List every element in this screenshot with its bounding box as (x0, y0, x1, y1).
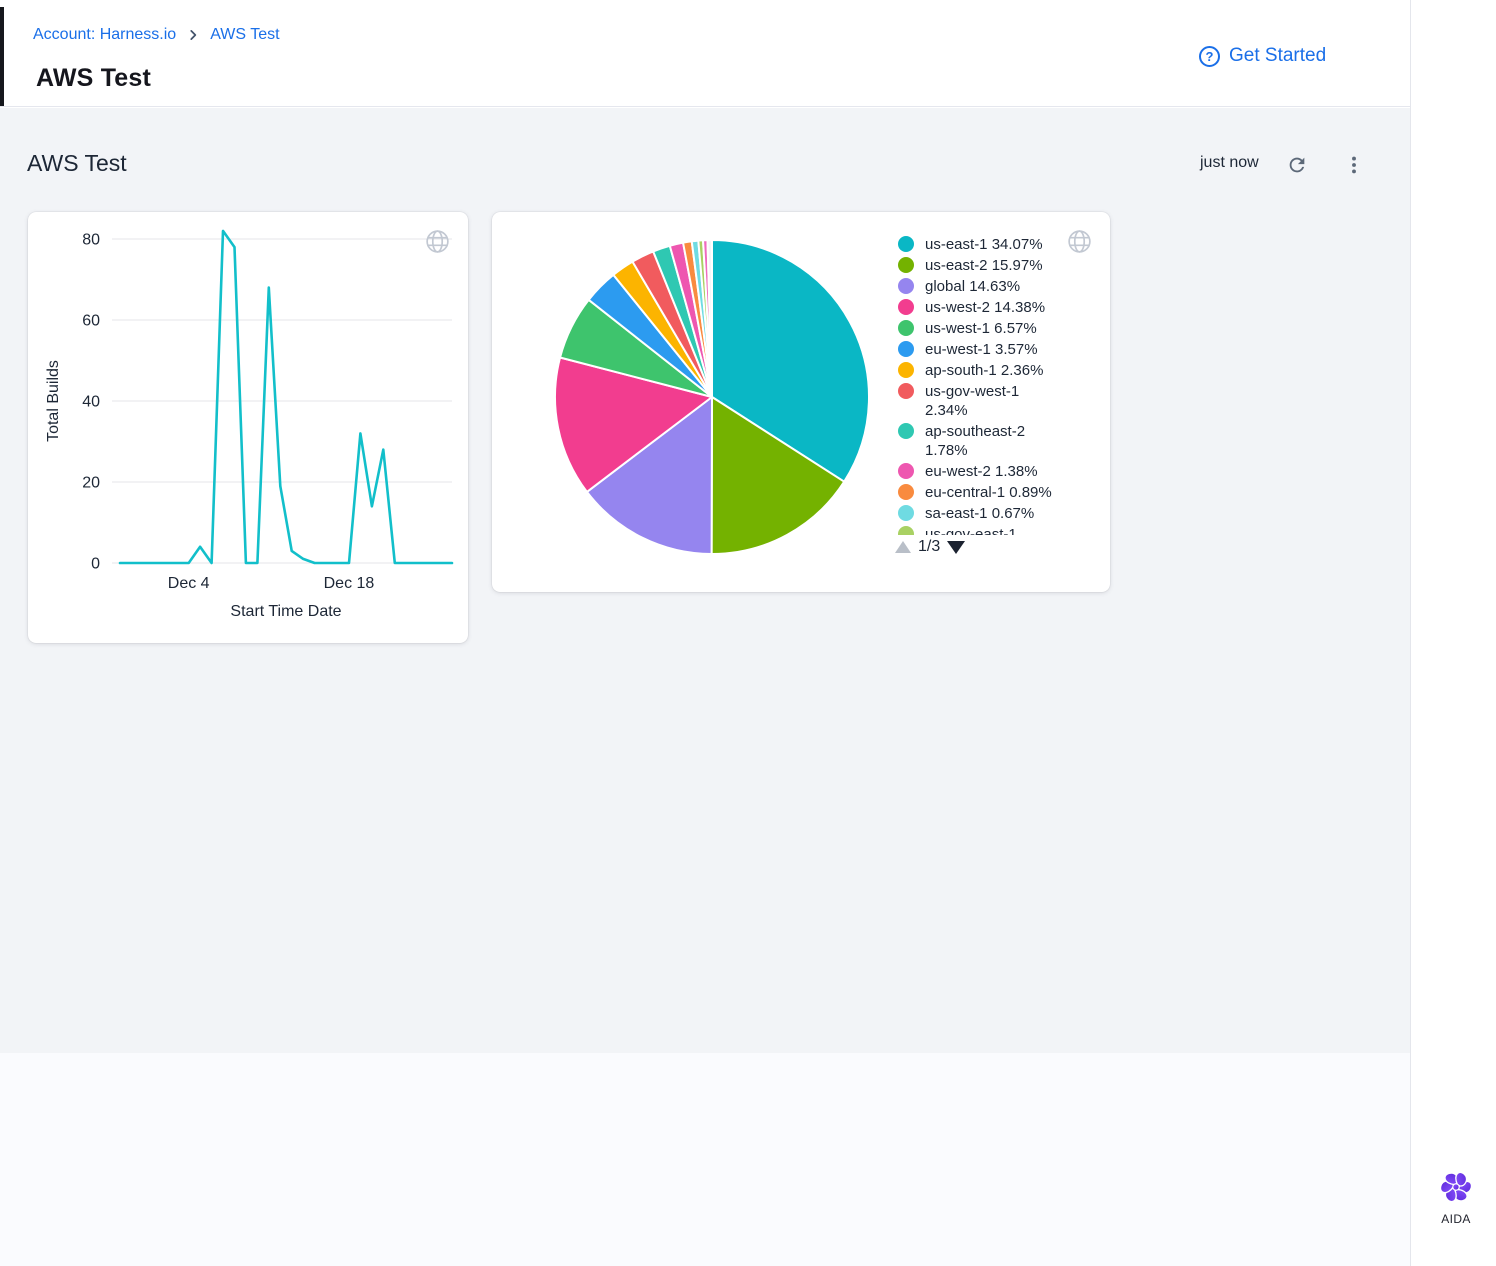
legend-label: us-east-1 34.07% (925, 236, 1043, 253)
legend-item-eu-central-1[interactable]: eu-central-1 0.89% (898, 483, 1094, 502)
legend-label: us-gov-west-1 2.34% (925, 383, 1020, 419)
legend-swatch-icon (898, 505, 914, 521)
breadcrumb-current-link[interactable]: AWS Test (210, 26, 280, 43)
legend-swatch-icon (898, 526, 914, 535)
legend-swatch-icon (898, 236, 914, 252)
svg-text:20: 20 (82, 475, 100, 492)
refresh-button[interactable] (1283, 151, 1311, 179)
pie-slice-us-west-2[interactable] (554, 356, 713, 493)
right-utility-rail (1410, 0, 1496, 1266)
legend-label: ap-south-1 2.36% (925, 362, 1044, 379)
legend-item-us-east-1[interactable]: us-east-1 34.07% (898, 235, 1094, 254)
legend-label: ap-southeast-2 1.78% (925, 423, 1026, 459)
refresh-icon (1289, 157, 1305, 173)
legend-swatch-icon (898, 257, 914, 273)
legend-label: sa-east-1 0.67% (925, 505, 1035, 522)
aida-button[interactable]: AIDA (1427, 1168, 1485, 1226)
get-started-label: Get Started (1229, 45, 1327, 66)
legend-label: eu-central-1 0.89% (925, 484, 1052, 501)
legend-label: us-east-2 15.97% (925, 257, 1043, 274)
legend-page-up-icon[interactable] (895, 541, 911, 553)
legend-label: eu-west-2 1.38% (925, 463, 1038, 480)
svg-text:Total Builds: Total Builds (45, 360, 62, 442)
legend-page-label: 1/3 (918, 538, 941, 555)
legend-page-down-icon[interactable] (947, 540, 966, 554)
pie-slice-unlabeled[interactable] (706, 239, 713, 398)
last-refreshed-label: just now (1200, 154, 1259, 171)
total-builds-series-line[interactable] (118, 229, 454, 565)
breadcrumb: Account: Harness.io AWS Test (33, 26, 280, 44)
page-title: AWS Test (36, 64, 152, 92)
legend-label: us-gov-east-1 0.48% (925, 526, 1017, 535)
svg-text:Dec 4: Dec 4 (168, 575, 210, 592)
legend-item-ap-southeast-2[interactable]: ap-southeast-2 1.78% (898, 422, 1094, 460)
pie-legend: us-east-1 34.07% us-east-2 15.97% global 1… (898, 235, 1094, 535)
legend-swatch-icon (898, 278, 914, 294)
svg-text:40: 40 (82, 394, 100, 411)
legend-item-eu-west-1[interactable]: eu-west-1 3.57% (898, 340, 1094, 359)
legend-item-ap-south-1[interactable]: ap-south-1 2.36% (898, 361, 1094, 380)
pie-chart-svg (554, 239, 870, 556)
legend-item-us-west-1[interactable]: us-west-1 6.57% (898, 319, 1094, 338)
legend-swatch-icon (898, 463, 914, 479)
pie-slice-us-east-2[interactable] (710, 396, 846, 556)
collapsed-nav-edge (0, 7, 4, 106)
legend-swatch-icon (898, 484, 914, 500)
legend-label: global 14.63% (925, 278, 1021, 295)
pie-slice-global[interactable] (585, 396, 713, 555)
legend-item-eu-west-2[interactable]: eu-west-2 1.38% (898, 462, 1094, 481)
svg-text:80: 80 (82, 232, 100, 249)
legend-item-sa-east-1[interactable]: sa-east-1 0.67% (898, 504, 1094, 523)
dashboard-title: AWS Test (27, 150, 127, 176)
breadcrumb-account-link[interactable]: Account: Harness.io (33, 26, 177, 43)
top-header: Account: Harness.io AWS Test AWS Test ? … (0, 0, 1411, 107)
legend-item-us-gov-east-1[interactable]: us-gov-east-1 0.48% (898, 525, 1094, 535)
line-chart-svg: 0 20 40 60 80 Dec 4 Dec 18 Total Builds Start Ti… (45, 229, 454, 620)
legend-pagination: 1/3 (895, 538, 966, 556)
svg-text:Dec 18: Dec 18 (324, 575, 375, 592)
legend-swatch-icon (898, 299, 914, 315)
kebab-menu-icon (1352, 156, 1356, 174)
legend-item-global[interactable]: global 14.63% (898, 277, 1094, 296)
legend-label: us-west-2 14.38% (925, 299, 1046, 316)
legend-label: us-west-1 6.57% (925, 320, 1037, 337)
chevron-right-icon (186, 28, 200, 42)
legend-item-us-west-2[interactable]: us-west-2 14.38% (898, 298, 1094, 317)
svg-text:0: 0 (91, 556, 100, 573)
aida-logo-icon (1439, 1169, 1473, 1205)
legend-swatch-icon (898, 362, 914, 378)
aida-label: AIDA (1441, 1212, 1471, 1226)
svg-text:60: 60 (82, 313, 100, 330)
dashboard-canvas-lower (0, 1053, 1410, 1266)
dashboard-menu-button[interactable] (1340, 151, 1368, 179)
legend-swatch-icon (898, 423, 914, 439)
legend-label: eu-west-1 3.57% (925, 341, 1038, 358)
legend-swatch-icon (898, 383, 914, 399)
legend-swatch-icon (898, 320, 914, 336)
svg-text:Start Time Date: Start Time Date (230, 603, 341, 620)
globe-icon (426, 230, 449, 253)
legend-item-us-east-2[interactable]: us-east-2 15.97% (898, 256, 1094, 275)
globe-icon (1068, 230, 1091, 253)
help-circle-icon: ? (1199, 45, 1220, 67)
regions-pie-chart-card: us-east-1 34.07% us-east-2 15.97% global 1… (492, 212, 1110, 592)
get-started-link[interactable]: ? Get Started (1199, 45, 1326, 67)
legend-item-us-gov-west-1[interactable]: us-gov-west-1 2.34% (898, 382, 1094, 420)
total-builds-line-chart-card: 0 20 40 60 80 Dec 4 Dec 18 Total Builds Start Ti… (28, 212, 468, 643)
legend-swatch-icon (898, 341, 914, 357)
